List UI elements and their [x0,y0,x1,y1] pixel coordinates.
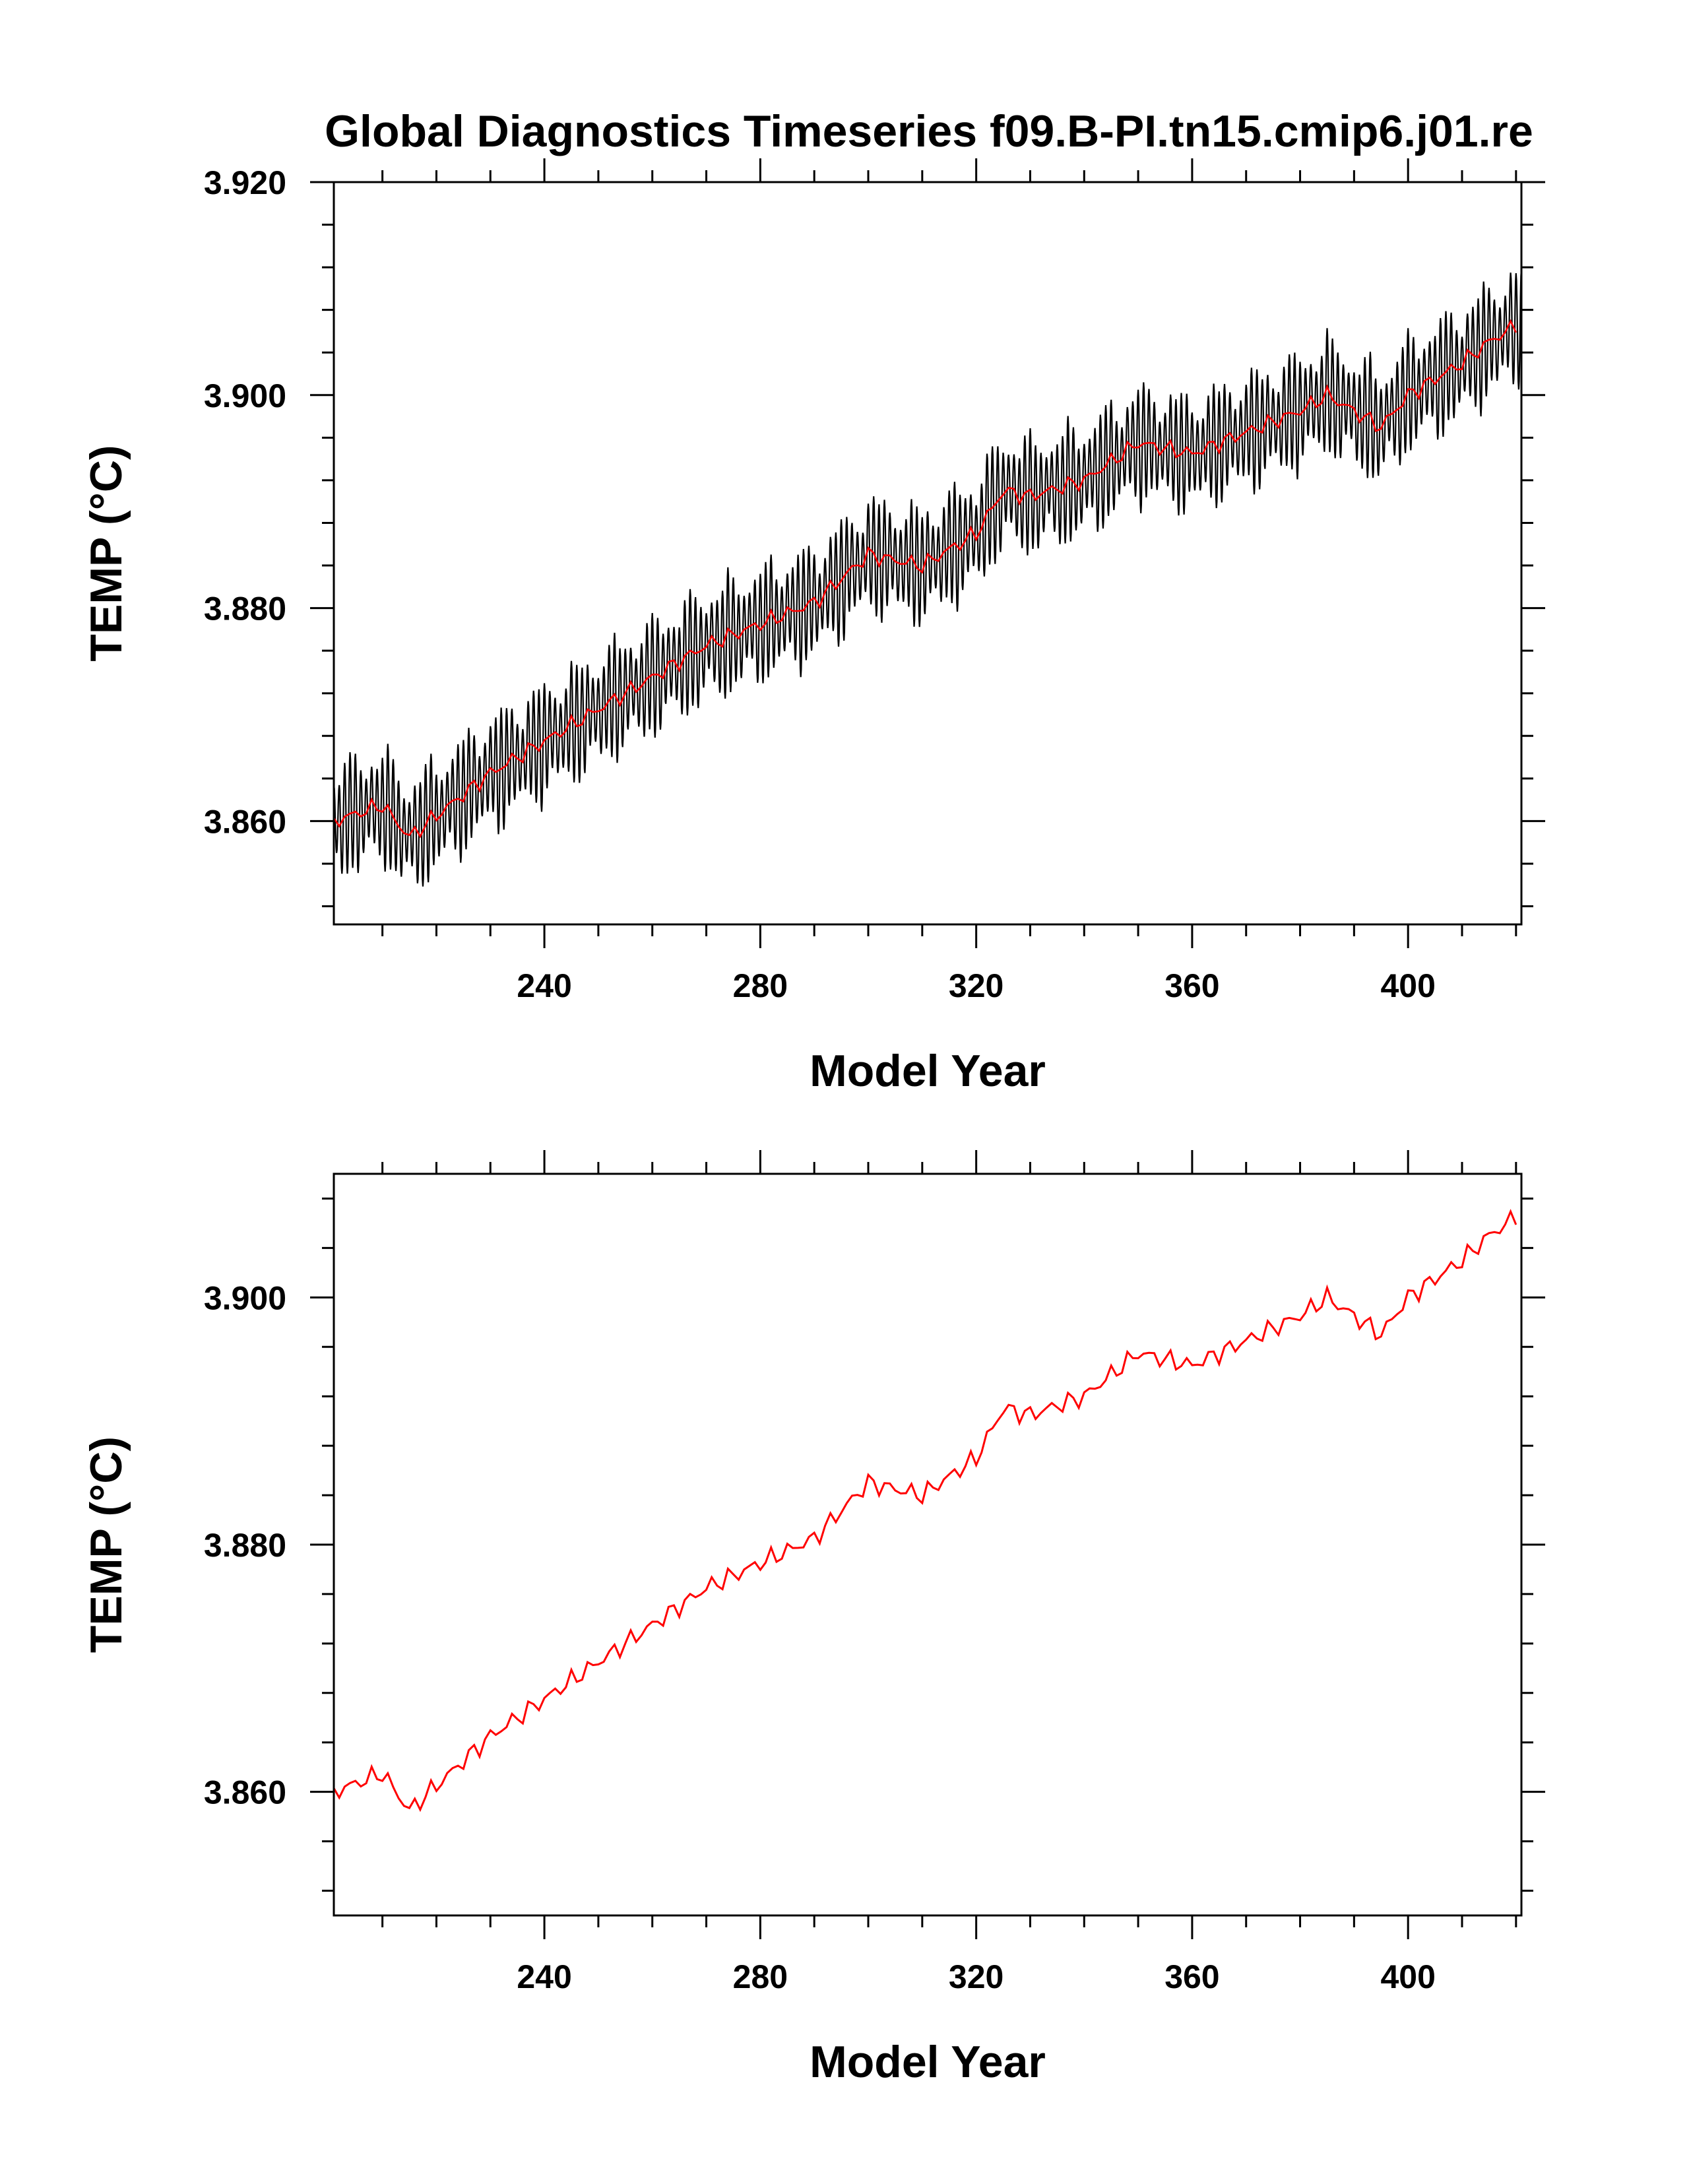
top-series-layer [334,269,1521,887]
annual-series-line [334,1209,1517,1813]
annual-series-line [334,319,1517,839]
plot-area [334,269,1521,887]
bottom-series-layer [334,1209,1517,1813]
x-tick-label: 280 [733,1958,788,1995]
chart-title: Global Diagnostics Timeseries f09.B-PI.t… [325,106,1533,156]
plot-area [334,1209,1517,1813]
y-tick-label: 3.860 [204,1774,286,1811]
top-ticks [310,158,1545,948]
monthly-series-line [334,269,1521,887]
x-tick-label: 360 [1164,1958,1219,1995]
x-tick-label: 280 [733,967,788,1004]
y-tick-label: 3.880 [204,1527,286,1564]
bottom-x-axis-label: Model Year [810,2037,1046,2087]
x-tick-label: 320 [949,1958,1004,1995]
x-tick-label: 360 [1164,967,1219,1004]
bottom-tick-labels: 240 280 320 360 400 3.860 3.880 3.900 [204,1279,1436,1995]
bottom-panel: 240 280 320 360 400 3.860 3.880 3.900 Model Yea… [81,1150,1545,2087]
y-tick-label: 3.900 [204,377,286,414]
top-panel: 240 280 320 360 400 3.860 3.880 3.900 3.920 Mode… [81,158,1545,1096]
y-tick-label: 3.860 [204,803,286,840]
y-tick-label: 3.880 [204,591,286,627]
bottom-y-axis-label: TEMP (°C) [81,1436,131,1653]
x-tick-label: 240 [517,1958,571,1995]
top-plot-frame [333,181,1523,926]
y-tick-label: 3.900 [204,1279,286,1316]
y-tick-label: 3.920 [204,164,286,201]
bottom-ticks [310,1150,1545,1939]
top-tick-labels: 240 280 320 360 400 3.860 3.880 3.900 3.920 [204,164,1436,1004]
top-x-axis-label: Model Year [810,1046,1046,1096]
x-tick-label: 320 [949,967,1004,1004]
x-tick-label: 400 [1380,1958,1435,1995]
x-tick-label: 400 [1380,967,1435,1004]
top-y-axis-label: TEMP (°C) [81,445,131,661]
x-tick-label: 240 [517,967,571,1004]
